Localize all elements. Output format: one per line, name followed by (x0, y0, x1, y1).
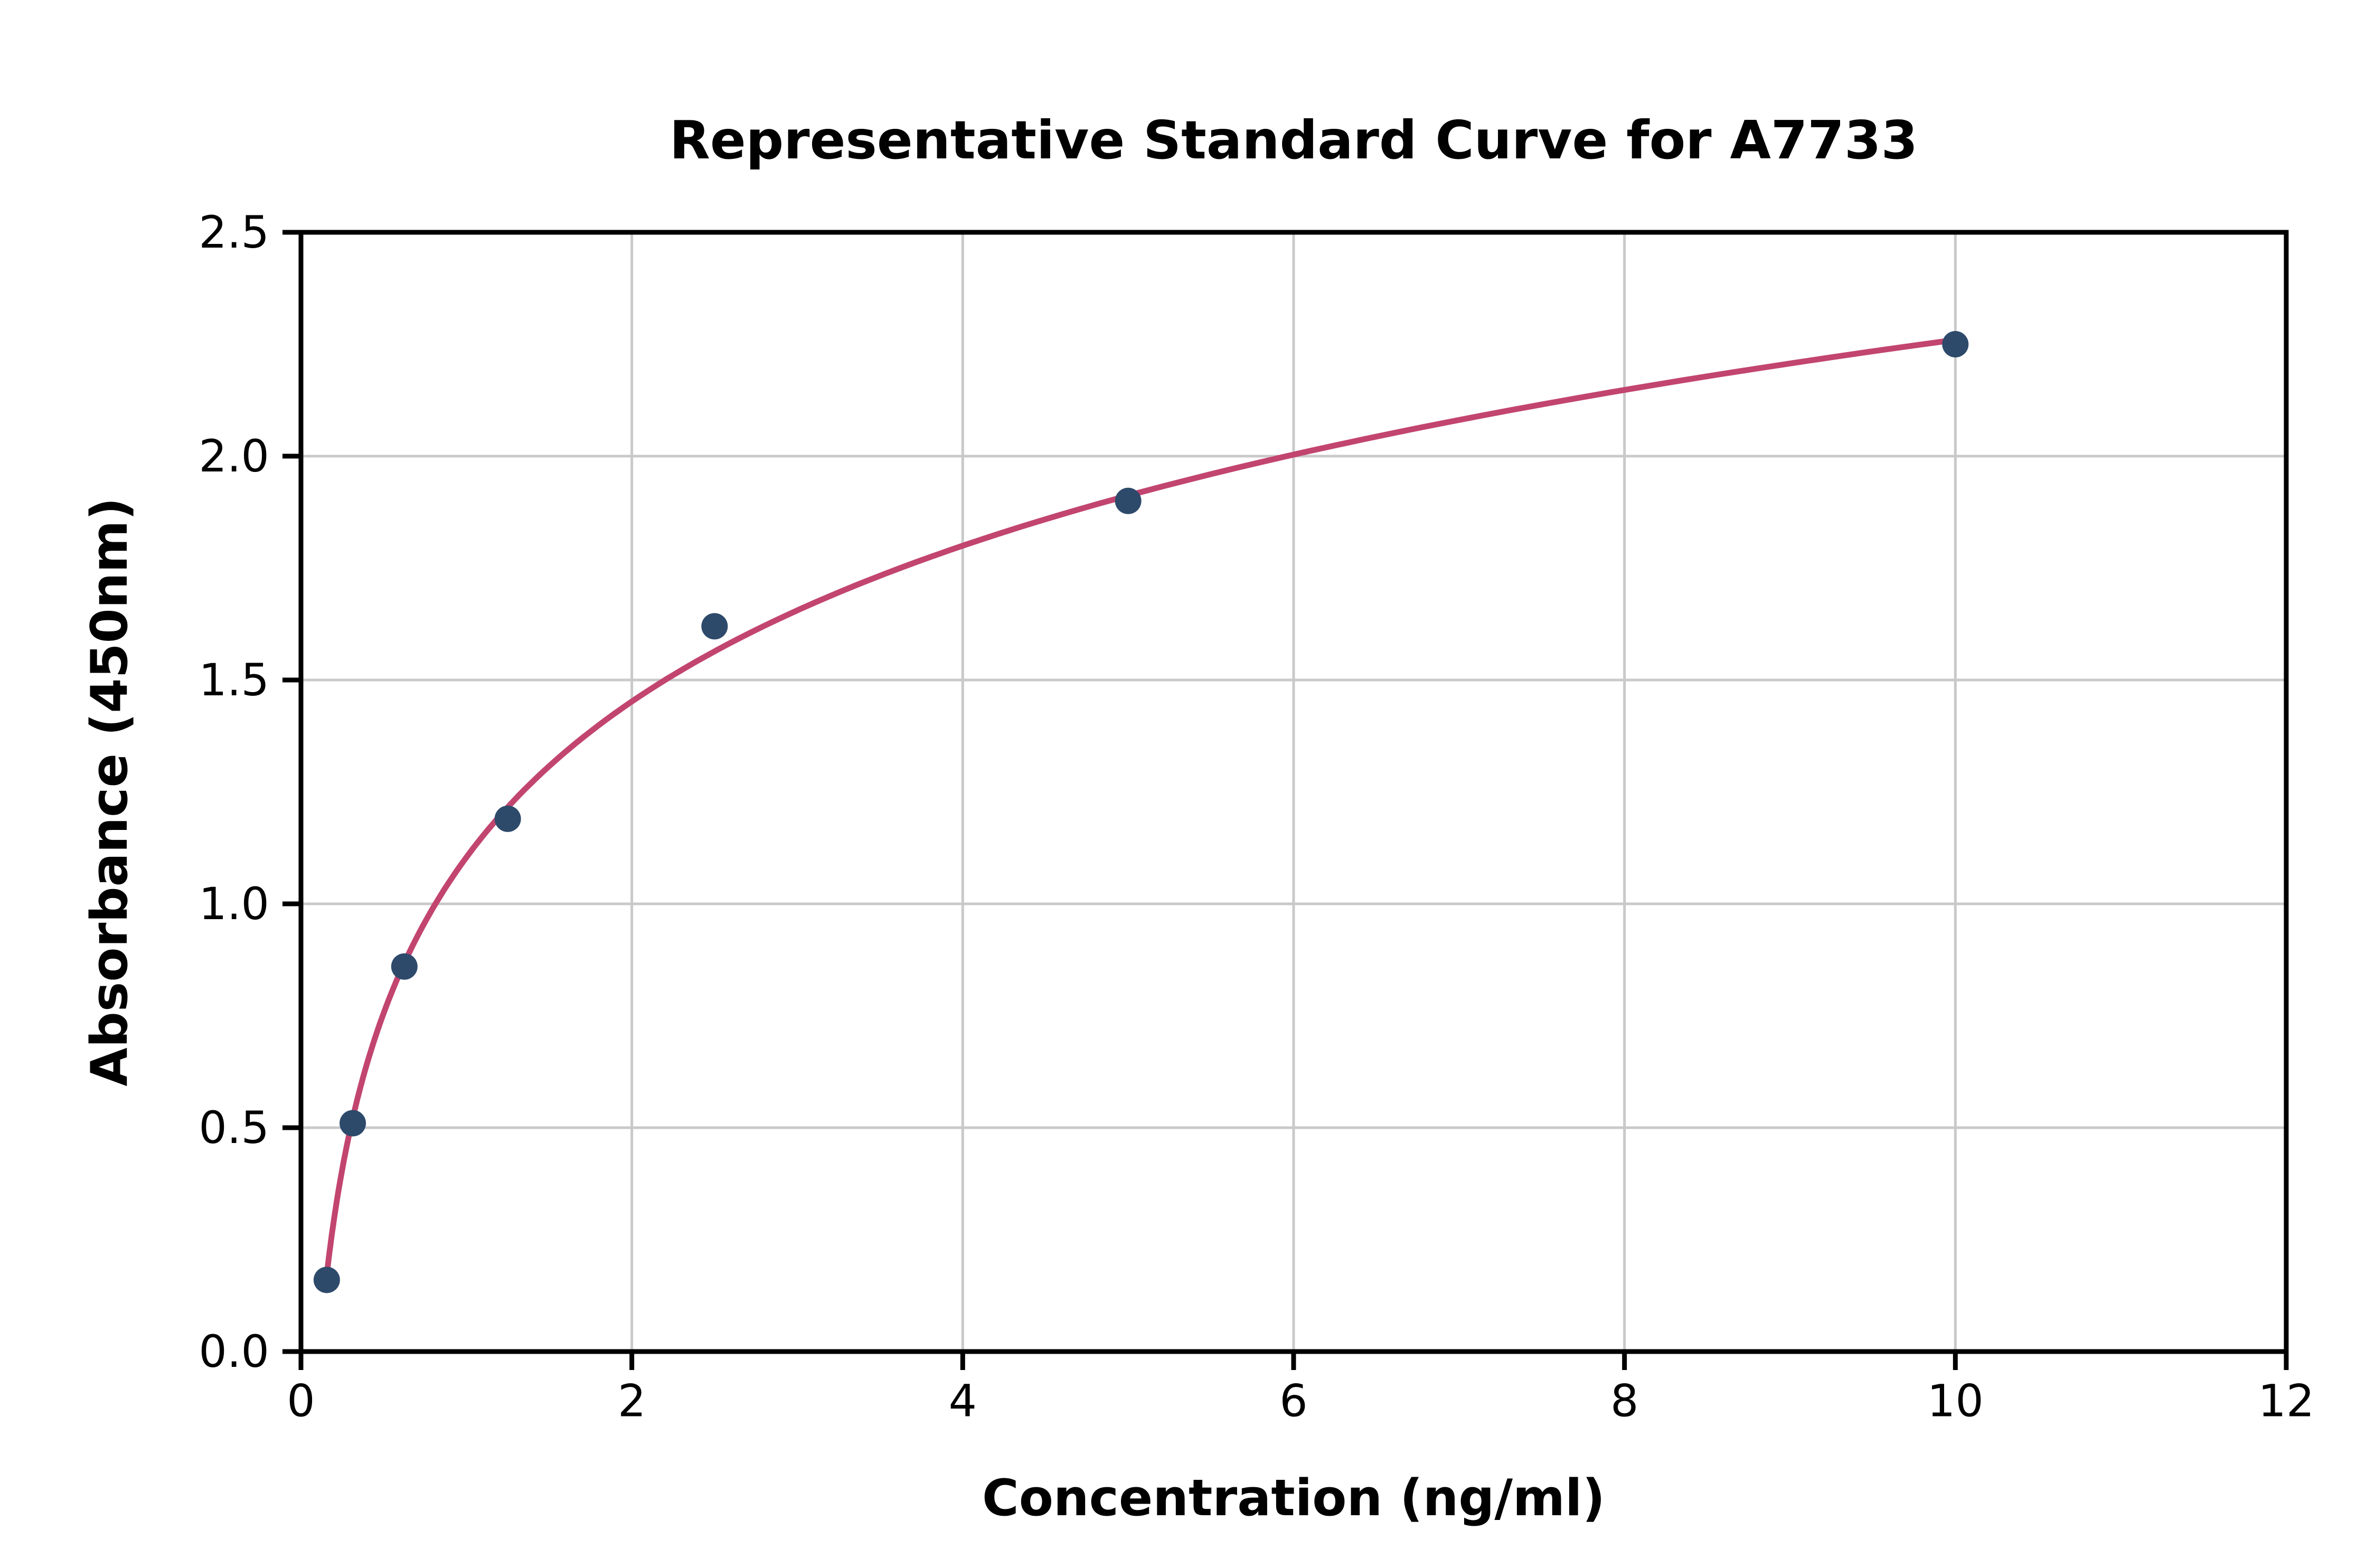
data-point (1942, 331, 1969, 357)
x-tick-label: 8 (1610, 1375, 1638, 1427)
y-tick-label: 2.5 (199, 206, 269, 258)
gridlines (299, 231, 2288, 1353)
x-axis-label: Concentration (ng/ml) (982, 1469, 1605, 1527)
fit-curve (324, 337, 1958, 1278)
tick-labels: 0 2 4 6 8 10 12 0.0 0.5 1.0 1.5 2.0 2.5 (199, 206, 2314, 1427)
x-tick-label: 0 (287, 1375, 315, 1427)
y-tick-label: 0.5 (199, 1102, 269, 1154)
data-point (391, 953, 418, 980)
x-tick-label: 2 (618, 1375, 646, 1427)
data-point (1115, 487, 1142, 514)
x-tick-label: 4 (949, 1375, 977, 1427)
y-tick-label: 2.0 (199, 430, 269, 482)
data-point (340, 1110, 366, 1137)
chart-title: Representative Standard Curve for A7733 (670, 109, 1918, 171)
plot-area: 0 2 4 6 8 10 12 0.0 0.5 1.0 1.5 2.0 2.5 (199, 206, 2314, 1427)
axis-ticks (282, 230, 2289, 1370)
y-tick-label: 1.5 (199, 654, 269, 706)
x-tick-label: 6 (1279, 1375, 1307, 1427)
data-point (313, 1267, 340, 1293)
y-axis-label: Absorbance (450nm) (81, 497, 139, 1087)
y-tick-label: 1.0 (199, 878, 269, 930)
x-tick-label: 10 (1927, 1375, 1984, 1427)
y-tick-label: 0.0 (199, 1326, 269, 1377)
data-points (313, 331, 1969, 1293)
x-tick-label: 12 (2258, 1375, 2315, 1427)
data-point (701, 613, 728, 640)
data-point (494, 805, 521, 832)
